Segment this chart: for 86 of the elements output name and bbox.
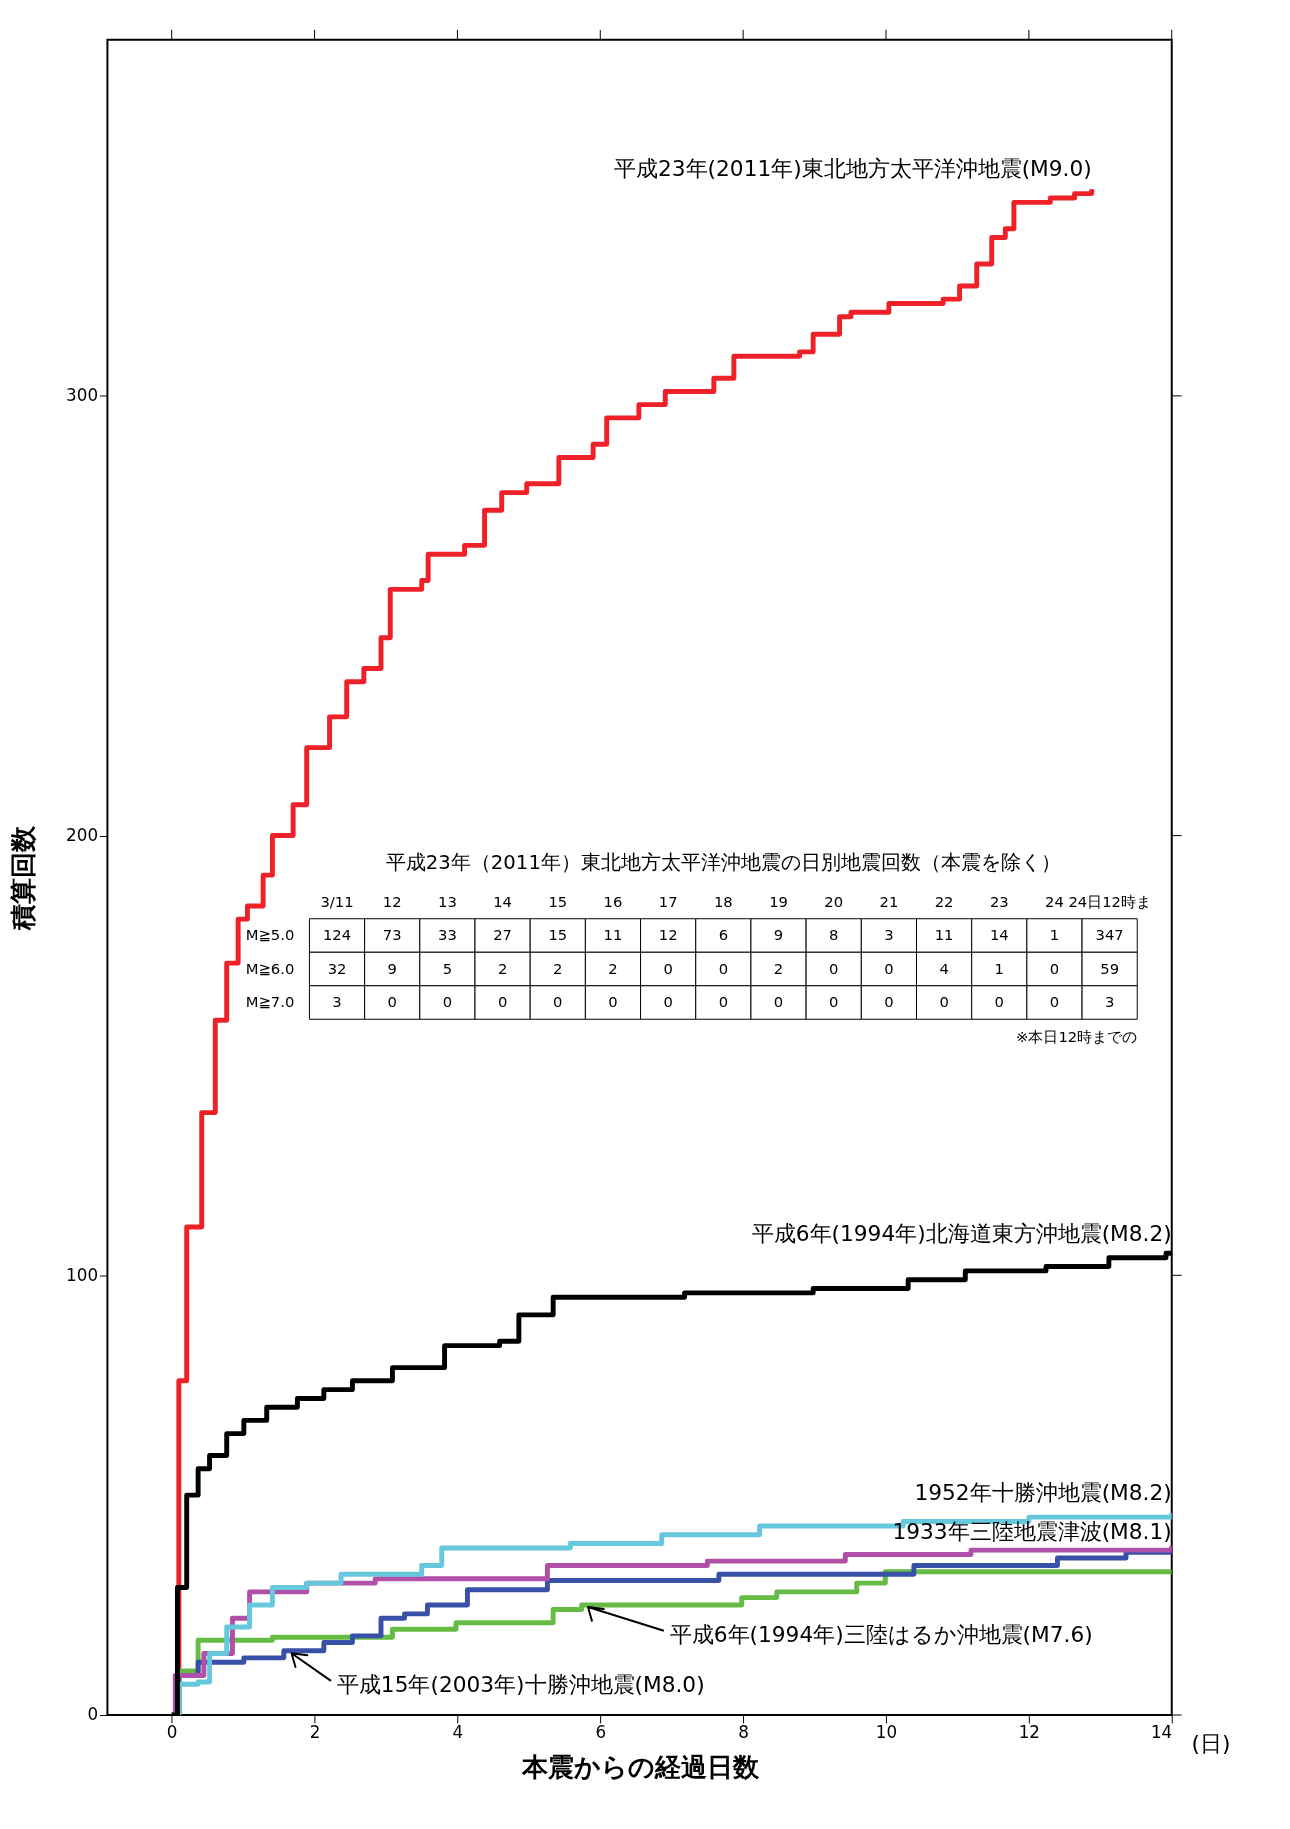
y-tick-label: M≧7.0 [245,993,295,1011]
data-label: 3 [884,926,894,944]
x-tick-label: 22 [934,892,954,910]
data-label: 0 [718,959,729,977]
data-label: 11 [934,926,954,944]
y-tick-label: 100 [66,1264,99,1285]
data-label: 0 [1049,993,1060,1011]
data-label: 0 [663,959,673,977]
y-tick-label: M≧6.0 [245,959,295,977]
data-label: 33 [438,926,457,944]
x-axis-title: 本震からの経過日数 [520,1751,760,1782]
text: (日) [1191,1731,1231,1757]
data-label: 59 [1100,959,1120,977]
data-label: 0 [829,993,839,1011]
data-label: 347 [1095,926,1124,944]
x-tick-label: 2 [309,1722,321,1743]
y-tick-label: 200 [66,825,99,845]
data-label: 2 [773,959,784,977]
data-label: 2 [497,959,508,977]
annotation: 平成6年(1994年)北海道東方沖地震(M8.2) [751,1220,1172,1246]
x-tick-label: 20 [824,892,844,910]
x-tick-label: 23 [989,892,1009,910]
data-label: 0 [663,993,673,1011]
x-tick-label: 18 [713,892,733,910]
y-axis-title: 積算回数 [7,824,38,931]
x-tick-label: 3/11 [320,892,354,910]
data-label: 12 [658,926,678,944]
data-label: 5 [442,959,453,977]
data-label: 9 [387,959,397,977]
data-label: 1 [994,959,1004,977]
data-label: 0 [939,993,949,1011]
y-tick-label: M≧5.0 [245,926,295,944]
annotation: 平成6年(1994年)三陸はるか沖地震(M7.6) [669,1621,1093,1647]
x-tick-label: 12 [382,892,402,910]
data-label: 0 [1049,959,1060,977]
data-label: 3 [1104,993,1115,1011]
x-tick-label: 4 [452,1722,464,1743]
data-label: 14 [989,926,1009,944]
y-tick-label: 0 [87,1704,99,1725]
annotation: 1952年十勝沖地震(M8.2) [914,1479,1172,1505]
data-label: 8 [829,926,839,944]
data-label: 73 [382,926,402,944]
data-label: 0 [497,993,508,1011]
x-tick-label: 13 [438,892,457,910]
x-tick-label: 14 [1150,1722,1173,1743]
data-label: 0 [884,993,894,1011]
x-tick-label: 24 [1045,892,1064,910]
annotation: 1933年三陸地震津波(M8.1) [892,1518,1172,1544]
data-label: 0 [608,993,618,1011]
data-label: 2 [608,959,618,977]
data-label: 3 [332,993,342,1011]
x-tick-label: 0 [166,1722,178,1743]
data-label: 9 [773,926,784,944]
data-label: 0 [884,959,894,977]
x-tick-label: 6 [595,1722,607,1743]
x-tick-label: 19 [769,892,788,910]
data-label: 0 [994,993,1004,1011]
data-label: 1 [1049,926,1060,944]
x-tick-label: 8 [738,1722,749,1743]
chart-title: 平成23年（2011年）東北地方太平洋沖地震の日別地震回数（本震を除く） [385,851,1061,875]
data-label: 27 [493,926,512,944]
data-label: 0 [773,993,784,1011]
data-label: 6 [718,926,729,944]
annotation: 平成15年(2003年)十勝沖地震(M8.0) [336,1671,705,1697]
data-label: 4 [939,959,949,977]
data-label: 15 [548,926,568,944]
data-label: 0 [442,993,453,1011]
data-label: 11 [603,926,623,944]
data-label: 2 [553,959,563,977]
data-label: 0 [718,993,729,1011]
y-tick-label: 300 [66,385,99,406]
x-tick-label: 16 [603,892,623,910]
x-tick-label: 14 [493,892,512,910]
x-tick-label: 10 [875,1722,898,1743]
x-tick-label: 12 [1018,1722,1041,1743]
data-label: 0 [553,993,563,1011]
x-tick-label: 17 [658,892,678,910]
data-label: 32 [327,959,347,977]
annotation: 平成23年(2011年)東北地方太平洋沖地震(M9.0) [614,156,1092,182]
annotation: ※本日12時までの [1016,1027,1138,1045]
x-tick-label: 15 [548,892,568,910]
data-label: 124 [322,926,352,944]
x-tick-label: 21 [879,892,899,910]
data-label: 0 [387,993,397,1011]
x-tick-label: 24日12時ま [1068,892,1151,910]
data-label: 0 [829,959,839,977]
